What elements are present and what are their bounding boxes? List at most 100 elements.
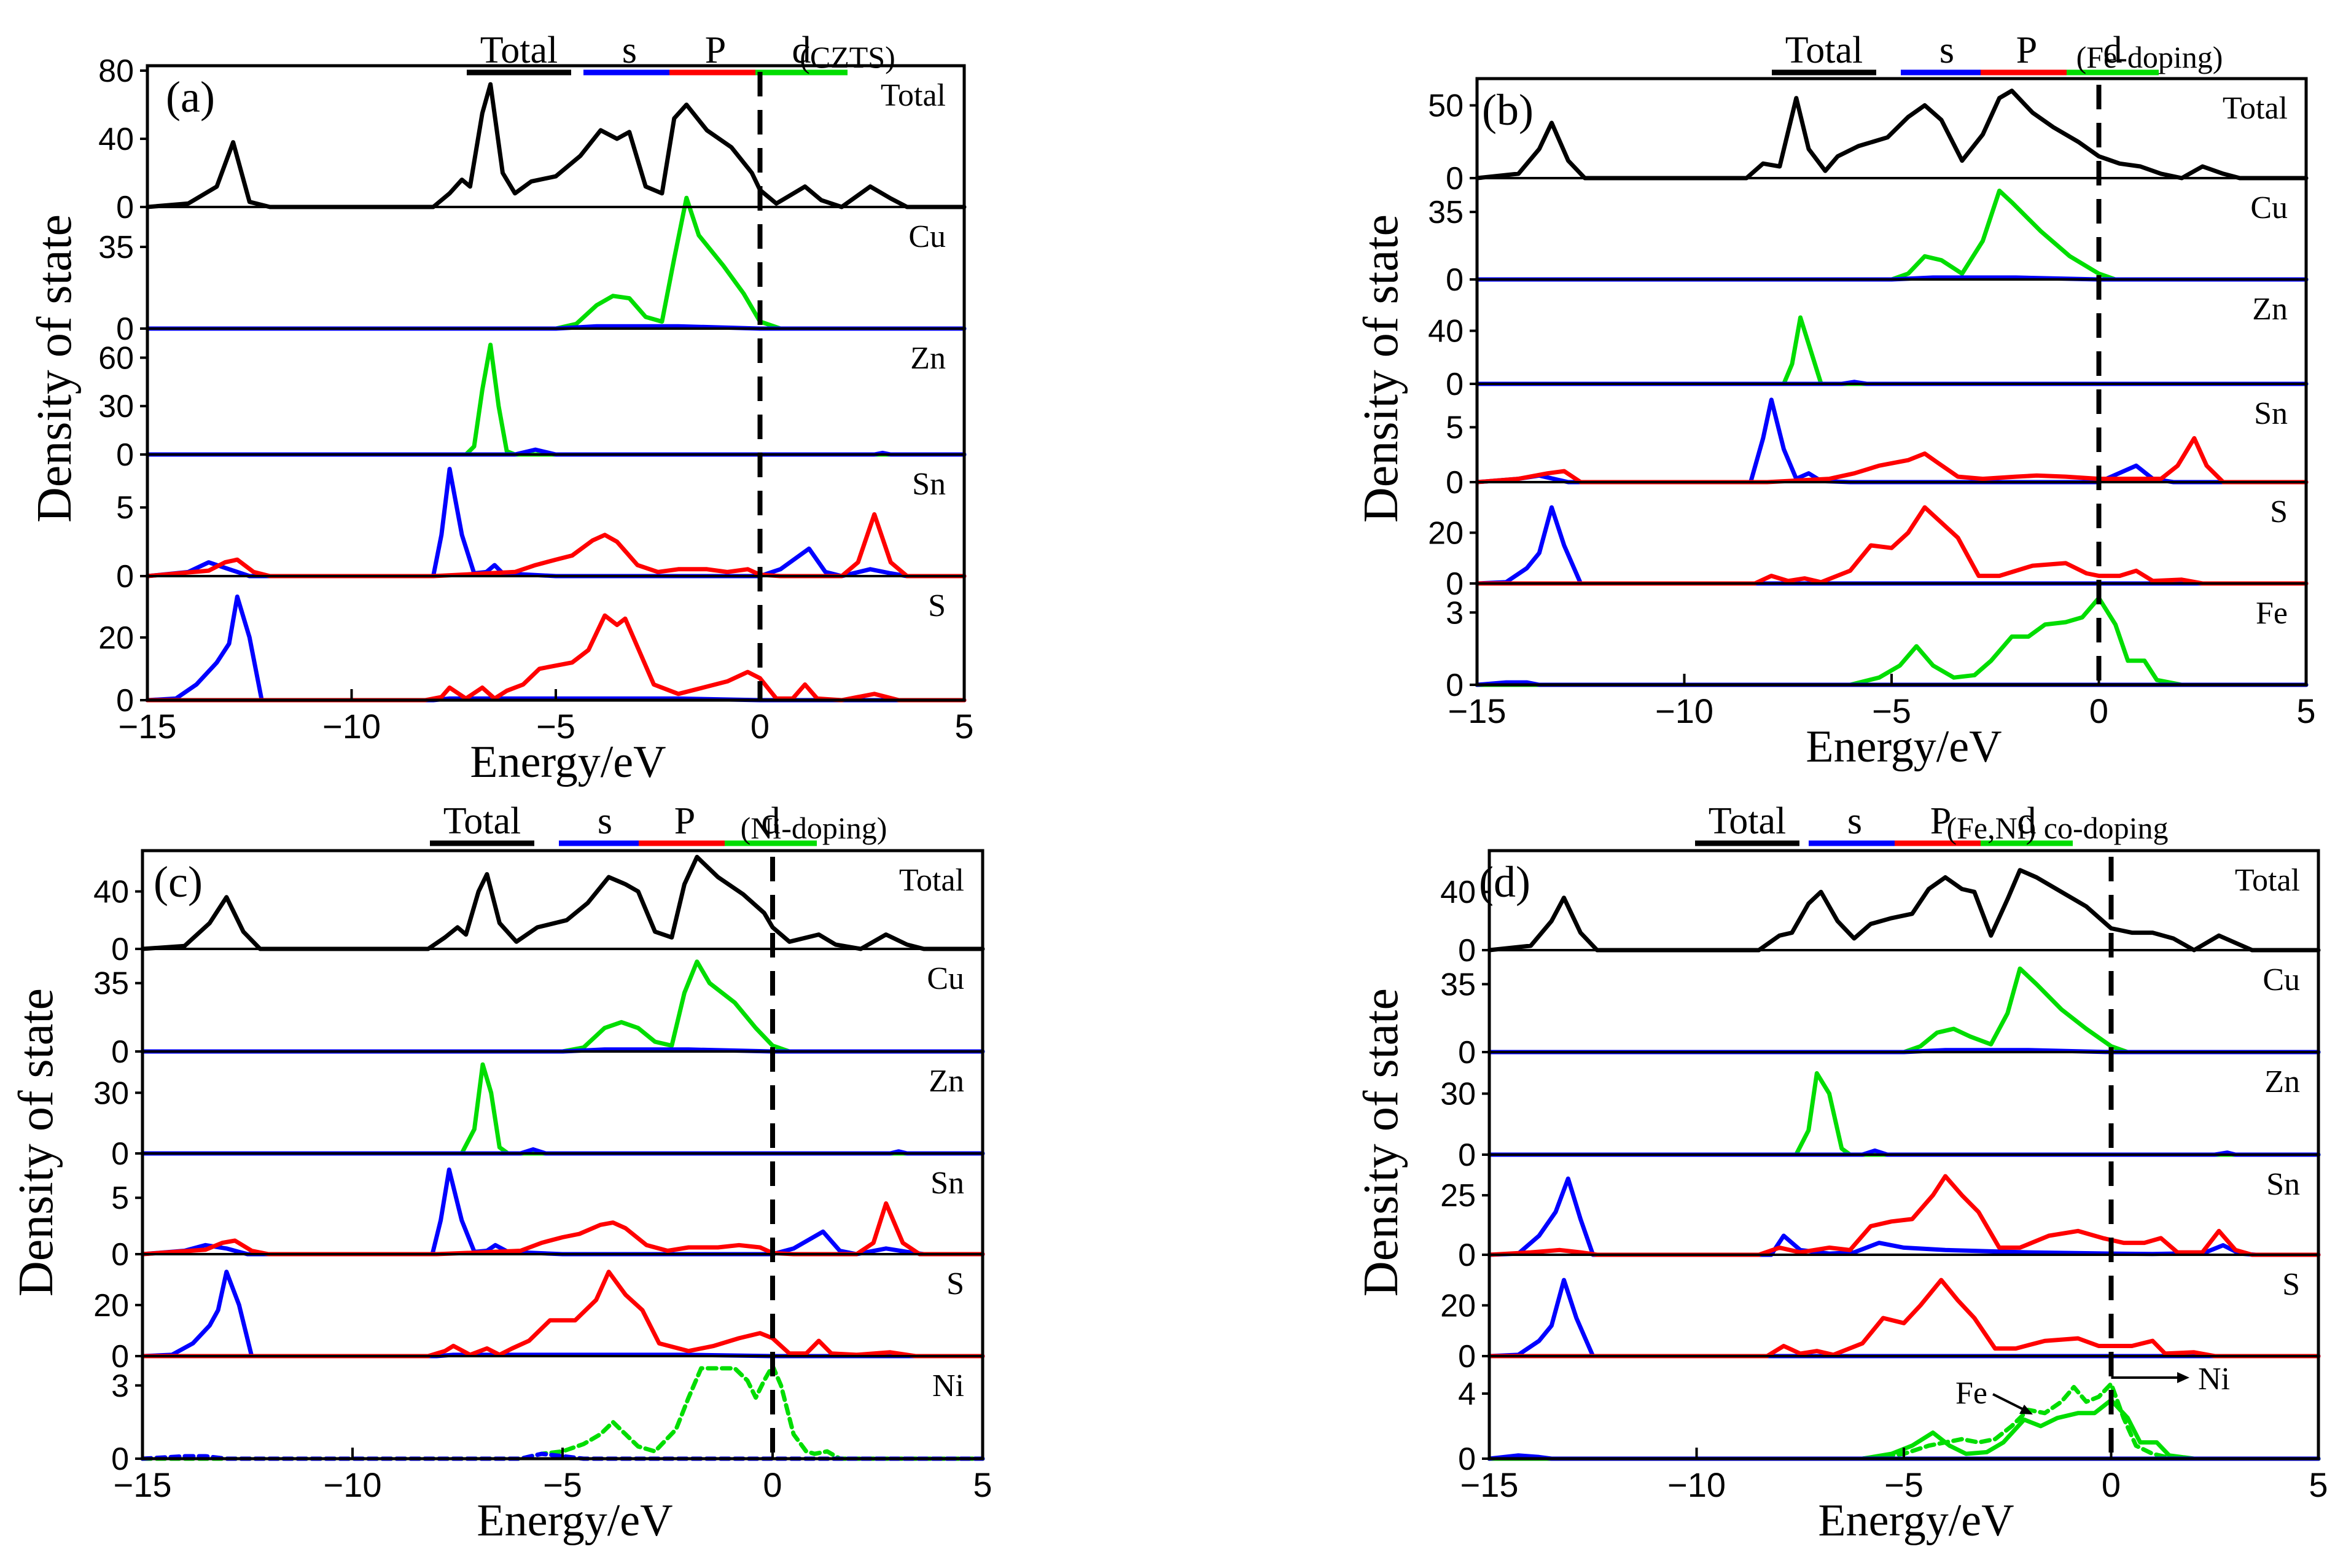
legend-label-s: s [1847,800,1862,842]
annotation-fe-arrowhead [2019,1405,2033,1414]
x-tick-label: 5 [2296,692,2315,730]
subplot-label: Sn [2254,396,2288,431]
y-tick-label: 0 [1446,668,1464,703]
y-tick-label: 0 [1446,161,1464,197]
subplot-label: Sn [912,467,946,502]
x-tick-label: −10 [1667,1465,1726,1504]
y-tick-label: 40 [93,874,129,910]
series-line-bottom-d-dashed [1487,1381,2321,1461]
y-tick-label: 4 [1458,1376,1476,1412]
y-tick-label: 0 [111,1237,129,1273]
y-tick-label: 50 [1428,88,1464,124]
x-tick-label: 0 [750,707,770,746]
series-line-fe-d [1475,596,2309,687]
subplot-label: Cu [2250,190,2288,225]
legend-label-total: Total [1709,800,1787,842]
series-line-sn-s [1475,397,2309,485]
y-tick-label: 0 [116,311,134,347]
y-axis-label: Density of state [1354,988,1408,1297]
series-line-zn-d [140,1062,985,1156]
y-tick-label: 3 [111,1368,129,1404]
series-line-sn-p [1475,436,2309,485]
x-tick-label: −15 [1448,692,1507,730]
legend-label-d: d [2103,29,2123,71]
x-axis-label: Energy/eV [477,1496,672,1546]
subplot-label: Ni [932,1368,964,1403]
y-tick-label: 0 [1446,465,1464,501]
subplot-label: S [2270,494,2288,529]
annotation-fe: Fe [1955,1376,1987,1411]
legend-label-s: s [598,800,612,842]
series-line-sn-s [1487,1176,2321,1257]
series-line-s-s [1475,505,2309,586]
y-tick-label: 40 [98,122,134,157]
x-tick-label: 0 [2102,1465,2121,1504]
y-tick-label: 5 [111,1180,129,1216]
y-tick-label: 20 [98,620,134,656]
y-tick-label: 0 [1458,1035,1476,1071]
x-tick-label: −15 [1460,1465,1519,1504]
legend-tag: (Ni-doping) [741,811,887,845]
y-tick-label: 40 [1440,875,1476,910]
annotation-ni-arrowhead [2177,1372,2189,1383]
y-tick-label: 0 [116,190,134,225]
y-tick-label: 5 [116,490,134,526]
y-tick-label: 20 [1428,515,1464,551]
y-tick-label: 30 [1440,1077,1476,1112]
y-tick-label: 0 [1458,1238,1476,1273]
series-line-s-p [1487,1277,2321,1359]
y-tick-label: 0 [1446,367,1464,402]
y-tick-label: 0 [111,1339,129,1375]
y-tick-label: 0 [111,932,129,967]
legend-label-p: P [674,800,695,842]
y-tick-label: 80 [98,53,134,89]
x-tick-label: 0 [763,1465,782,1504]
panel-label: (c) [154,857,203,907]
subplot-label: Zn [910,341,946,376]
series-line-zn-d [1475,315,2309,386]
legend-tag: (Fe-doping) [2076,40,2223,74]
subplot-label: Zn [2252,292,2288,327]
y-tick-label: 30 [98,389,134,424]
x-tick-label: 0 [2089,692,2108,730]
series-line-ni-d-dashed [140,1363,985,1461]
y-axis-label: Density of state [28,214,82,523]
y-tick-label: 0 [111,1034,129,1070]
subplot-label: Sn [930,1166,964,1201]
legend-tag: (Fe,Ni) co-doping [1946,811,2168,845]
plot-frame [146,64,966,702]
series-line-s-p [145,613,967,703]
y-tick-label: 0 [111,1136,129,1172]
subplot-label: S [946,1266,964,1301]
series-line-cu-d [1475,189,2309,282]
subplot-label: S [928,588,946,623]
y-tick-label: 30 [93,1075,129,1111]
legend-label-total: Total [1785,29,1863,71]
x-axis-label: Energy/eV [1818,1496,2014,1546]
series-line-sn-p [145,512,967,579]
subplot-label: Zn [929,1064,964,1099]
y-tick-label: 60 [98,340,134,376]
y-tick-label: 5 [1446,410,1464,446]
series-line-s-s [145,595,967,703]
x-tick-label: 5 [973,1465,992,1504]
subplot-label: Cu [927,961,964,996]
series-line-sn-s [140,1167,985,1257]
y-axis-label: Density of state [1354,214,1408,523]
subplot-label: Cu [908,219,946,254]
x-tick-label: 5 [2309,1465,2328,1504]
series-line-s-s [1487,1277,2321,1359]
x-tick-label: −10 [322,707,381,746]
subplot-label: Fe [2256,596,2288,631]
series-line-cu-d [1487,966,2321,1055]
y-tick-label: 0 [116,683,134,719]
y-tick-label: 40 [1428,314,1464,349]
x-tick-label: −5 [536,707,575,746]
series-line-s-p [1475,505,2309,586]
subplot-label: Sn [2266,1167,2300,1202]
series-line-total-total [1475,88,2309,181]
y-tick-label: 3 [1446,595,1464,631]
